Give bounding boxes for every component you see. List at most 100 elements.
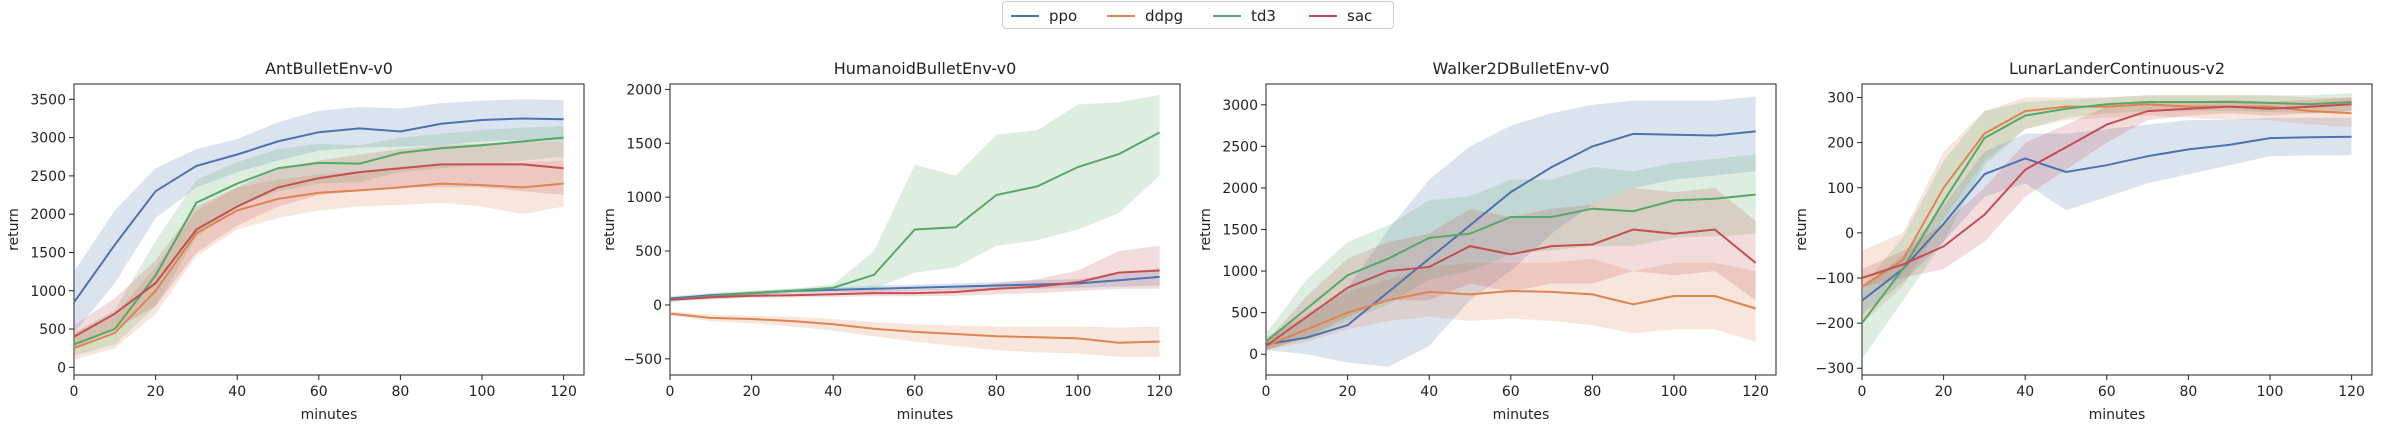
series-line-sac xyxy=(669,269,1160,301)
series-line-sac xyxy=(1265,228,1757,347)
y-tick-label: 1000 xyxy=(1222,264,1258,280)
y-tick-label: −500 xyxy=(624,352,662,368)
y-tick-label: −200 xyxy=(1816,316,1854,332)
x-tick-label: 120 xyxy=(550,384,577,400)
y-tick-label: 500 xyxy=(39,322,66,338)
confidence-band-td3 xyxy=(1266,154,1756,351)
x-tick-label: 100 xyxy=(2257,384,2284,400)
legend-entry-ddpg: ddpg xyxy=(1107,7,1183,25)
y-axis-label: return xyxy=(6,208,22,251)
series-line-ddpg xyxy=(73,182,564,350)
y-tick-label: 300 xyxy=(1827,91,1854,107)
x-tick-label: 20 xyxy=(743,384,761,400)
chart-title: Walker2DBulletEnv-v0 xyxy=(1432,59,1609,78)
chart-title: HumanoidBulletEnv-v0 xyxy=(834,59,1017,78)
x-axis-label: minutes xyxy=(301,407,358,423)
x-tick-label: 120 xyxy=(2338,384,2365,400)
chart-title: LunarLanderContinuous-v2 xyxy=(2009,59,2225,78)
x-tick-label: 0 xyxy=(666,384,675,400)
x-tick-label: 0 xyxy=(1262,384,1271,400)
confidence-band-ppo xyxy=(1862,117,2352,315)
y-tick-label: 0 xyxy=(57,360,66,376)
x-tick-label: 60 xyxy=(906,384,924,400)
series-line-td3 xyxy=(1861,101,2352,324)
x-axis-label: minutes xyxy=(2089,407,2146,423)
legend-label-ddpg: ddpg xyxy=(1145,7,1183,25)
y-tick-label: 1500 xyxy=(1222,223,1258,239)
legend-svg: ppo ddpg td3 sac xyxy=(1011,7,1372,25)
chart-panel-3: 0 20 40 60 80 100 120 0 500 1000 1500 2000 2500 3000 m… xyxy=(1198,59,1777,423)
x-tick-label: 40 xyxy=(228,384,246,400)
x-axis-label: minutes xyxy=(897,407,954,423)
series-line-td3 xyxy=(1265,193,1756,343)
confidence-band-ddpg xyxy=(670,311,1160,357)
x-tick-label: 80 xyxy=(1583,384,1601,400)
x-tick-label: 20 xyxy=(1339,384,1357,400)
series-line-td3 xyxy=(73,136,564,346)
y-tick-label: 2000 xyxy=(626,82,662,98)
y-tick-label: 1000 xyxy=(30,284,66,300)
series-line-ppo xyxy=(1265,130,1756,346)
axes-frame xyxy=(1265,83,1777,376)
legend: ppo ddpg td3 sac xyxy=(1002,1,1394,29)
y-axis-label: return xyxy=(602,208,618,251)
x-tick-label: 60 xyxy=(310,384,328,400)
chart-panel-4: 0 20 40 60 80 100 120 −300 −200 −100 0 100 200 300 min… xyxy=(1794,59,2373,423)
x-tick-label: 80 xyxy=(987,384,1005,400)
x-tick-label: 100 xyxy=(469,384,496,400)
confidence-band-sac xyxy=(1266,187,1756,351)
x-tick-label: 120 xyxy=(1742,384,1769,400)
chart-panel-1: 0 20 40 60 80 100 120 0 500 1000 1500 2000 2500 3000 3… xyxy=(6,59,585,423)
x-tick-label: 80 xyxy=(2179,384,2197,400)
x-tick-label: 100 xyxy=(1661,384,1688,400)
x-tick-label: 20 xyxy=(1935,384,1953,400)
chart-panel-2: 0 20 40 60 80 100 120−5000500100015002000minut… xyxy=(602,59,1181,423)
confidence-band-ppo xyxy=(1266,96,1756,367)
x-tick-label: 80 xyxy=(391,384,409,400)
x-tick-label: 0 xyxy=(1858,384,1867,400)
x-tick-label: 40 xyxy=(2016,384,2034,400)
series-line-ddpg xyxy=(669,312,1160,344)
confidence-band-sac xyxy=(1862,97,2352,287)
axes-frame xyxy=(1861,83,2373,376)
legend-entry-ppo: ppo xyxy=(1011,7,1077,25)
legend-label-sac: sac xyxy=(1347,7,1372,25)
confidence-band-sac xyxy=(670,245,1160,302)
series-line-ppo xyxy=(73,117,564,303)
confidence-band-ddpg xyxy=(1862,95,2352,324)
y-tick-label: 3500 xyxy=(30,92,66,108)
x-axis-label: minutes xyxy=(1493,407,1550,423)
legend-label-ppo: ppo xyxy=(1049,7,1077,25)
y-tick-label: 0 xyxy=(653,298,662,314)
legend-entry-sac: sac xyxy=(1309,7,1372,25)
x-tick-label: 60 xyxy=(2098,384,2116,400)
x-tick-label: 100 xyxy=(1065,384,1092,400)
x-tick-label: 60 xyxy=(1502,384,1520,400)
confidence-band-td3 xyxy=(670,94,1160,302)
series-line-td3 xyxy=(669,131,1161,301)
chart-title: AntBulletEnv-v0 xyxy=(265,59,393,78)
x-tick-label: 40 xyxy=(1420,384,1438,400)
confidence-band-ppo xyxy=(74,99,564,333)
x-tick-label: 40 xyxy=(824,384,842,400)
y-tick-label: 500 xyxy=(635,244,662,260)
series-line-sac xyxy=(73,163,564,338)
series-line-ppo xyxy=(1861,135,2352,302)
series-line-sac xyxy=(1861,103,2352,279)
y-tick-label: 2500 xyxy=(1222,139,1258,155)
y-tick-label: 500 xyxy=(1231,306,1258,322)
legend-label-td3: td3 xyxy=(1251,7,1276,25)
confidence-band-ddpg xyxy=(1266,258,1756,351)
x-tick-label: 120 xyxy=(1146,384,1173,400)
y-axis-label: return xyxy=(1794,208,1810,251)
y-axis-label: return xyxy=(1198,208,1214,251)
series-line-ddpg xyxy=(1861,103,2352,288)
y-tick-label: 2000 xyxy=(30,207,66,223)
y-tick-label: 2500 xyxy=(30,169,66,185)
confidence-band-ppo xyxy=(670,268,1160,301)
y-tick-label: 2000 xyxy=(1222,181,1258,197)
y-tick-label: 1000 xyxy=(626,190,662,206)
confidence-band-td3 xyxy=(1862,93,2352,360)
series-line-ddpg xyxy=(1265,289,1756,347)
